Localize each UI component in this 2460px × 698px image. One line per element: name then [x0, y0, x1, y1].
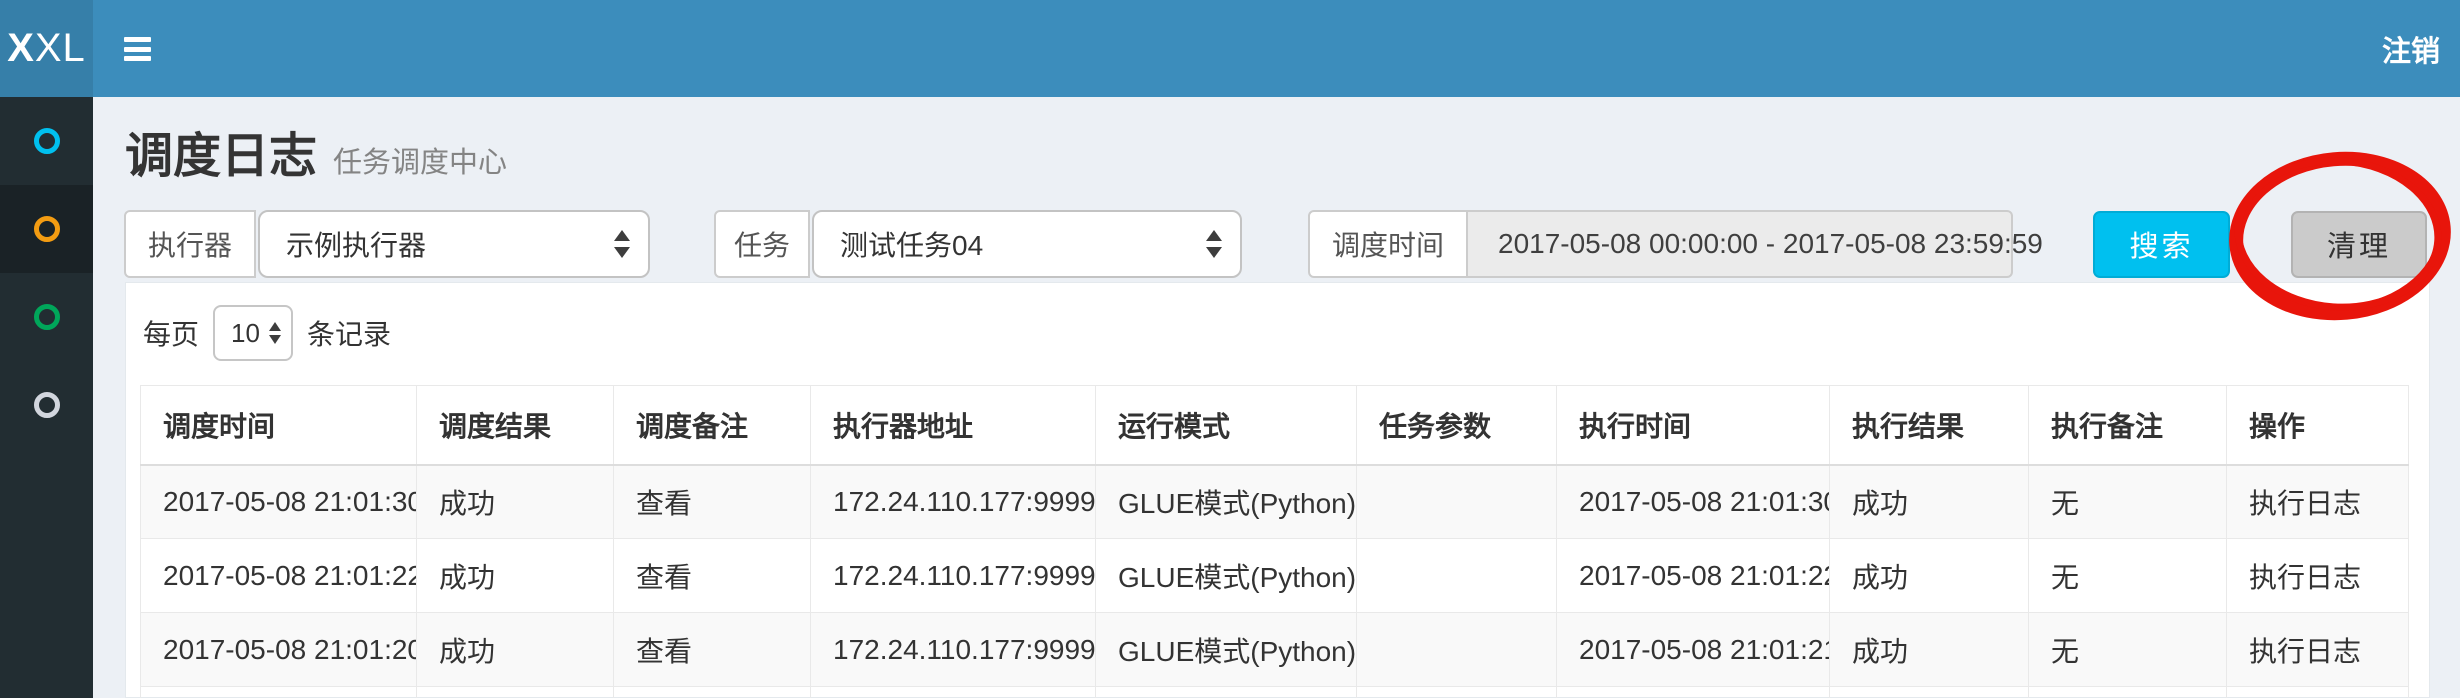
app-logo[interactable]: X XL	[0, 0, 93, 97]
cell-handle-remark: 无	[2028, 612, 2227, 687]
cell-handle-time: 2017-05-08 21:01:30	[1556, 464, 1830, 539]
cell-run-mode: GLUE模式(Python)	[1095, 612, 1357, 687]
hamburger-menu-icon[interactable]	[124, 37, 151, 61]
executor-filter-label: 执行器	[124, 210, 256, 278]
log-panel: 每页 10 条记录 调度时间 调度结果 调度备注 执行器地址 运行模式	[125, 282, 2430, 698]
executor-select[interactable]: 示例执行器	[258, 210, 650, 278]
job-select-value: 测试任务04	[840, 230, 984, 261]
job-select[interactable]: 测试任务04	[812, 210, 1242, 278]
sidebar-item-job[interactable]	[0, 185, 93, 273]
cell-handle-remark: 无	[2028, 538, 2227, 613]
circle-icon	[33, 304, 60, 330]
logo-rest: XL	[34, 26, 86, 70]
cell-trigger-result: 成功	[416, 538, 614, 613]
executor-select-value: 示例执行器	[286, 230, 427, 261]
table-row: 2017-05-08 21:01:22 成功 查看 172.24.110.177…	[140, 538, 2409, 613]
view-remark-link[interactable]: 查看	[613, 612, 811, 687]
col-handle-time: 执行时间	[1556, 385, 1830, 466]
search-button[interactable]: 搜索	[2093, 210, 2230, 278]
execution-log-link[interactable]: 执行日志	[2226, 464, 2409, 539]
circle-icon	[33, 392, 60, 418]
circle-icon	[33, 216, 60, 242]
cell-trigger-time: 2017-05-08 21:01:22	[140, 538, 417, 613]
clean-button[interactable]: 清理	[2291, 210, 2427, 278]
view-remark-link[interactable]: 查看	[613, 464, 811, 539]
log-table: 调度时间 调度结果 调度备注 执行器地址 运行模式 任务参数 执行时间 执行结果…	[140, 385, 2409, 698]
cell-job-param	[1356, 538, 1557, 613]
cell-executor-address: 172.24.110.177:9999	[810, 612, 1096, 687]
top-navbar: X XL 注销	[0, 0, 2460, 97]
page-header: 调度日志 任务调度中心	[125, 116, 507, 186]
col-handle-result: 执行结果	[1829, 385, 2029, 466]
table-row: 2017-05-08 21:01:20 成功 查看 172.24.110.177…	[140, 612, 2409, 687]
page-size-prefix: 每页	[143, 319, 200, 350]
col-job-param: 任务参数	[1356, 385, 1557, 466]
cell-trigger-time: 2017-05-08 21:01:30	[140, 464, 417, 539]
page-size-value: 10	[231, 317, 260, 348]
view-remark-link[interactable]: 查看	[613, 538, 811, 613]
select-arrows-icon	[614, 230, 630, 258]
cell-trigger-result: 成功	[416, 612, 614, 687]
cell-job-param	[1356, 612, 1557, 687]
cell-handle-result: 成功	[1829, 538, 2029, 613]
circle-icon	[33, 128, 60, 154]
page-size-control: 每页 10 条记录	[143, 305, 391, 361]
table-row: 2017-05-08 21:01:30 成功 查看 172.24.110.177…	[140, 464, 2409, 539]
sidebar-item-log[interactable]	[0, 273, 93, 361]
sidebar-item-executor[interactable]	[0, 361, 93, 449]
page-subtitle: 任务调度中心	[333, 147, 508, 179]
table-row-partial	[140, 686, 2409, 698]
cell-run-mode: GLUE模式(Python)	[1095, 538, 1357, 613]
trigger-time-label: 调度时间	[1308, 210, 1468, 278]
job-filter-label: 任务	[714, 210, 810, 278]
page-title: 调度日志	[125, 130, 318, 183]
cell-run-mode: GLUE模式(Python)	[1095, 464, 1357, 539]
cell-executor-address: 172.24.110.177:9999	[810, 464, 1096, 539]
col-handle-remark: 执行备注	[2028, 385, 2227, 466]
cell-handle-time: 2017-05-08 21:01:22	[1556, 538, 1830, 613]
col-trigger-time: 调度时间	[140, 385, 417, 466]
trigger-time-range-input[interactable]: 2017-05-08 00:00:00 - 2017-05-08 23:59:5…	[1468, 210, 2043, 278]
cell-handle-time: 2017-05-08 21:01:21	[1556, 612, 1830, 687]
col-trigger-result: 调度结果	[416, 385, 614, 466]
table-header-row: 调度时间 调度结果 调度备注 执行器地址 运行模式 任务参数 执行时间 执行结果…	[140, 385, 2409, 466]
cell-handle-remark: 无	[2028, 464, 2227, 539]
select-arrows-icon	[1206, 230, 1222, 258]
col-operate: 操作	[2226, 385, 2409, 466]
sidebar-item-report[interactable]	[0, 97, 93, 185]
cell-handle-result: 成功	[1829, 612, 2029, 687]
select-arrows-icon	[269, 322, 282, 344]
sidebar	[0, 97, 93, 698]
filter-toolbar: 执行器 示例执行器 任务 测试任务04 调度时间 2017-05-08 00:0…	[124, 210, 2430, 278]
col-executor-address: 执行器地址	[810, 385, 1096, 466]
logout-link[interactable]: 注销	[2381, 35, 2440, 68]
col-trigger-remark: 调度备注	[613, 385, 811, 466]
execution-log-link[interactable]: 执行日志	[2226, 538, 2409, 613]
col-run-mode: 运行模式	[1095, 385, 1357, 466]
cell-trigger-time: 2017-05-08 21:01:20	[140, 612, 417, 687]
execution-log-link[interactable]: 执行日志	[2226, 612, 2409, 687]
cell-trigger-result: 成功	[416, 464, 614, 539]
page-size-select[interactable]: 10	[213, 305, 294, 361]
cell-job-param	[1356, 464, 1557, 539]
cell-executor-address: 172.24.110.177:9999	[810, 538, 1096, 613]
cell-handle-result: 成功	[1829, 464, 2029, 539]
logo-bold: X	[7, 26, 35, 70]
page-size-suffix: 条记录	[307, 319, 392, 350]
